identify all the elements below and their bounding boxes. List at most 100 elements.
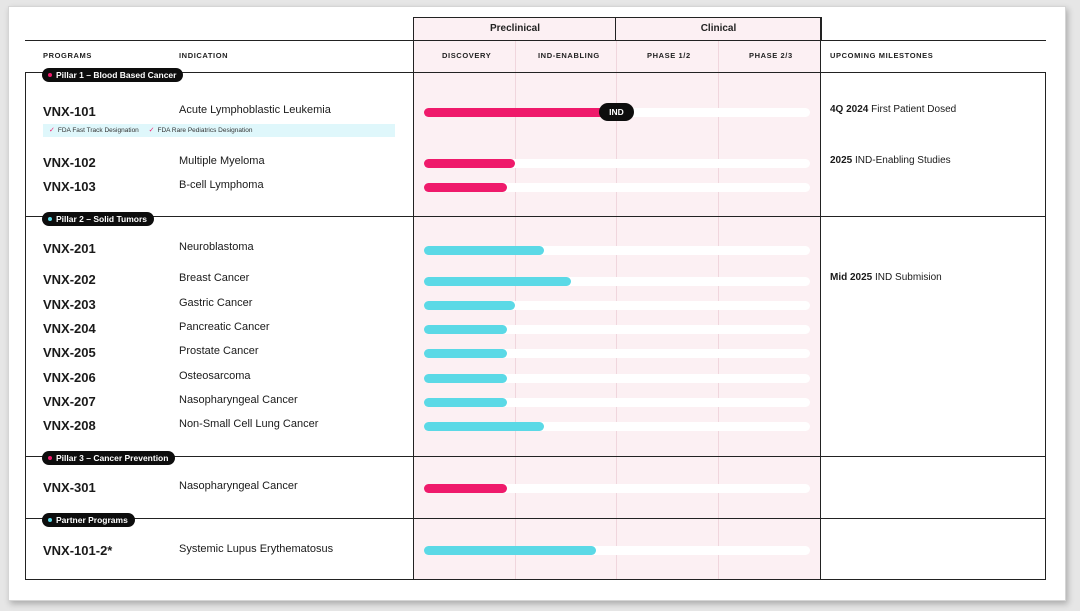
progress-bar (424, 159, 515, 168)
program-id: VNX-206 (43, 370, 96, 385)
progress-track (424, 277, 810, 286)
program-id: VNX-204 (43, 321, 96, 336)
program-indication: Acute Lymphoblastic Leukemia (179, 104, 331, 116)
col-milestones: UPCOMING MILESTONES (830, 51, 934, 60)
milestone-date: 4Q 2024 (830, 104, 869, 115)
progress-track (424, 301, 810, 310)
section-rule-3 (25, 518, 1046, 519)
table-bottom-rule (25, 579, 1046, 580)
milestone-text: IND Submision (875, 272, 942, 283)
col-discovery: DISCOVERY (442, 51, 492, 60)
milestone-date: 2025 (830, 155, 853, 166)
clinical-header: Clinical (615, 17, 822, 40)
milestone: Mid 2025 IND Submision (830, 272, 942, 283)
program-indication: Non-Small Cell Lung Cancer (179, 418, 319, 430)
milestone: 2025 IND-Enabling Studies (830, 155, 951, 166)
progress-bar (424, 398, 507, 407)
program-id: VNX-102 (43, 155, 96, 170)
col-programs: PROGRAMS (43, 51, 92, 60)
program-indication: Osteosarcoma (179, 370, 251, 382)
partner-label: Partner Programs (56, 515, 128, 525)
divider-ind-enabling (616, 40, 617, 580)
ind-badge: IND (599, 103, 634, 121)
pillar3-dot-icon (48, 456, 52, 461)
fda-rare-pediatrics: FDA Rare Pediatrics Designation (157, 127, 253, 134)
program-id: VNX-202 (43, 272, 96, 287)
progress-track (424, 246, 810, 255)
progress-bar (424, 301, 515, 310)
progress-track (424, 349, 810, 358)
milestone-text: IND-Enabling Studies (855, 155, 951, 166)
col-ind-enabling: IND-ENABLING (538, 51, 600, 60)
program-indication: Gastric Cancer (179, 297, 253, 309)
program-indication: Nasopharyngeal Cancer (179, 394, 298, 406)
header-top-rule (25, 40, 1046, 41)
progress-track (424, 422, 810, 431)
progress-track (424, 546, 810, 555)
program-id: VNX-205 (43, 345, 96, 360)
program-indication: B-cell Lymphoma (179, 179, 264, 191)
fda-fast-track: FDA Fast Track Designation (57, 127, 139, 134)
progress-track (424, 183, 810, 192)
program-id: VNX-201 (43, 241, 96, 256)
phase-band (413, 40, 821, 580)
col-indication: INDICATION (179, 51, 229, 60)
section-pillar1: Pillar 1 – Blood Based Cancer (42, 68, 184, 82)
progress-bar (424, 374, 507, 383)
phase-right-rule (820, 17, 821, 580)
program-indication: Multiple Myeloma (179, 155, 265, 167)
pillar2-label: Pillar 2 – Solid Tumors (56, 214, 148, 224)
program-indication: Systemic Lupus Erythematosus (179, 543, 334, 555)
section-rule-2 (25, 456, 1046, 457)
progress-bar (424, 277, 571, 286)
milestone-date: Mid 2025 (830, 272, 873, 283)
col-phase12: PHASE 1/2 (647, 51, 691, 60)
progress-bar (424, 246, 544, 255)
divider-discovery (515, 40, 516, 580)
check-icon: ✓ (49, 127, 55, 134)
program-indication: Breast Cancer (179, 272, 250, 284)
pillar2-dot-icon (48, 217, 52, 222)
progress-bar (424, 183, 507, 192)
progress-bar (424, 108, 617, 117)
progress-track (424, 325, 810, 334)
pillar3-label: Pillar 3 – Cancer Prevention (56, 453, 169, 463)
milestone-text: First Patient Dosed (871, 104, 957, 115)
progress-track (424, 398, 810, 407)
partner-dot-icon (48, 518, 52, 523)
section-pillar3: Pillar 3 – Cancer Prevention (42, 451, 176, 465)
progress-bar (424, 484, 507, 493)
program-id: VNX-101 (43, 104, 96, 119)
section-pillar2: Pillar 2 – Solid Tumors (42, 212, 155, 226)
progress-bar (424, 546, 596, 555)
phase-left-rule (413, 17, 414, 580)
program-id: VNX-203 (43, 297, 96, 312)
check-icon: ✓ (148, 127, 155, 134)
fda-designations: ✓ FDA Fast Track Designation ✓ FDA Rare Pe… (43, 124, 395, 137)
table-right-rule (1045, 72, 1046, 580)
program-indication: Neuroblastoma (179, 241, 254, 253)
program-indication: Pancreatic Cancer (179, 321, 270, 333)
program-indication: Nasopharyngeal Cancer (179, 480, 298, 492)
col-phase23: PHASE 2/3 (749, 51, 793, 60)
progress-bar (424, 325, 507, 334)
pillar1-label: Pillar 1 – Blood Based Cancer (56, 70, 177, 80)
header-bottom-rule (25, 72, 1046, 73)
preclinical-header: Preclinical (413, 17, 617, 40)
table-left-rule (25, 72, 26, 580)
program-id: VNX-208 (43, 418, 96, 433)
milestone: 4Q 2024 First Patient Dosed (830, 104, 956, 115)
section-rule-1 (25, 216, 1046, 217)
program-id: VNX-103 (43, 179, 96, 194)
program-id: VNX-101-2* (43, 543, 113, 558)
progress-bar (424, 422, 544, 431)
progress-track (424, 159, 810, 168)
program-id: VNX-301 (43, 480, 96, 495)
progress-track (424, 374, 810, 383)
divider-phase12 (718, 40, 719, 580)
section-partner: Partner Programs (42, 513, 135, 527)
program-indication: Prostate Cancer (179, 345, 259, 357)
progress-track (424, 484, 810, 493)
program-id: VNX-207 (43, 394, 96, 409)
progress-bar (424, 349, 507, 358)
